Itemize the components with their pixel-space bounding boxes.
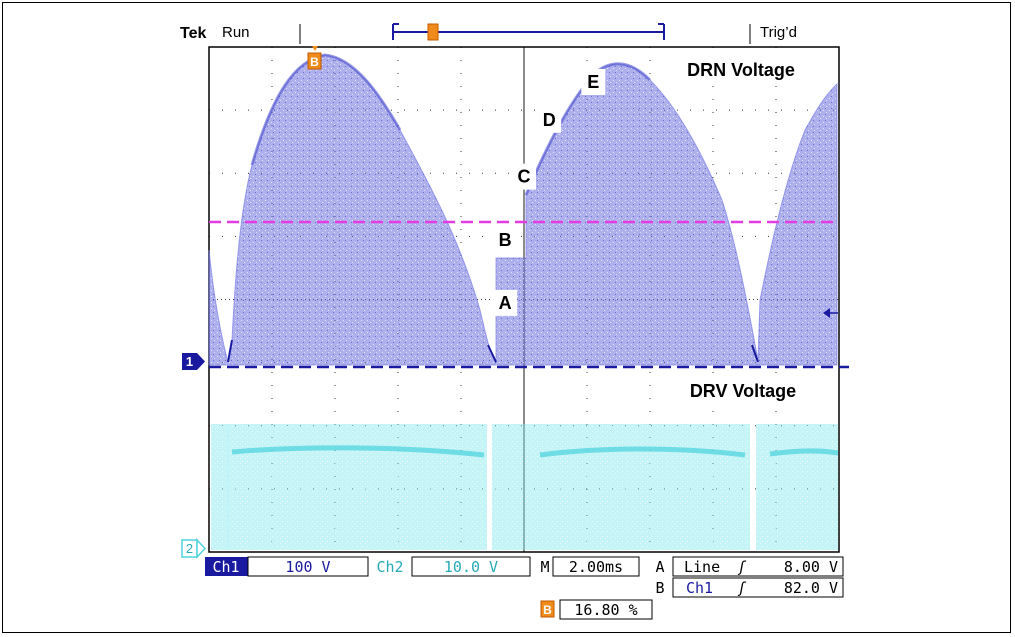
annotation-label-e: E (587, 72, 599, 92)
run-status: Run (222, 24, 250, 41)
trig-b-level: 82.0 V (784, 579, 838, 597)
ch2-marker-label: 2 (186, 541, 193, 556)
trig-b-label: B (655, 579, 664, 597)
annotation-box-b (493, 226, 518, 253)
record-view-bar (392, 23, 665, 41)
annotation-box-e (581, 68, 606, 95)
b-trigger-marker[interactable]: B (307, 46, 322, 70)
b-position-icon: B (543, 603, 552, 617)
trig-a-level: 8.00 V (784, 558, 838, 576)
annotation-label-d: D (543, 110, 556, 130)
ch1-scale: 100 V (285, 558, 330, 576)
trig-a-slope-icon: ʃ (737, 558, 746, 576)
trig-a-source: Line (684, 558, 720, 576)
ch1-marker[interactable]: 1 (182, 353, 205, 370)
ch2-scale: 10.0 V (444, 558, 498, 576)
trigger-status: Trig’d (760, 24, 797, 41)
annotation-box-d (537, 106, 562, 133)
drn-voltage-label: DRN Voltage (687, 60, 795, 80)
drv-label-group: DRV Voltage (672, 378, 814, 404)
ch2-marker[interactable]: 2 (181, 538, 207, 559)
drn-label-group: DRN Voltage (668, 57, 814, 83)
ch2-readout-label: Ch2 (376, 558, 403, 576)
drv-voltage-label: DRV Voltage (690, 381, 796, 401)
ch1-readout-label: Ch1 (212, 558, 239, 576)
trig-b-slope-icon: ʃ (737, 579, 746, 597)
annotation-label-b: B (499, 230, 512, 250)
brand-label: Tek (180, 25, 206, 42)
annotation-label-a: A (499, 293, 512, 313)
annotation-box-a (493, 289, 518, 316)
trigger-arrow-icon (823, 308, 830, 318)
drv-waveform (211, 424, 839, 550)
trig-b-source: Ch1 (686, 579, 713, 597)
annotation-labels: A B C D E (493, 68, 606, 316)
trig-a-label: A (655, 558, 664, 576)
annotation-label-c: C (518, 167, 531, 187)
ch1-marker-label: 1 (186, 354, 193, 369)
time-scale: 2.00ms (569, 558, 623, 576)
b-marker-label: B (310, 55, 319, 69)
time-label: M (540, 558, 549, 576)
readout-bar: Ch1 100 V Ch2 10.0 V M 2.00ms A Line ʃ 8… (205, 556, 844, 620)
b-position: 16.80 % (574, 601, 637, 619)
annotation-box-c (512, 163, 536, 190)
